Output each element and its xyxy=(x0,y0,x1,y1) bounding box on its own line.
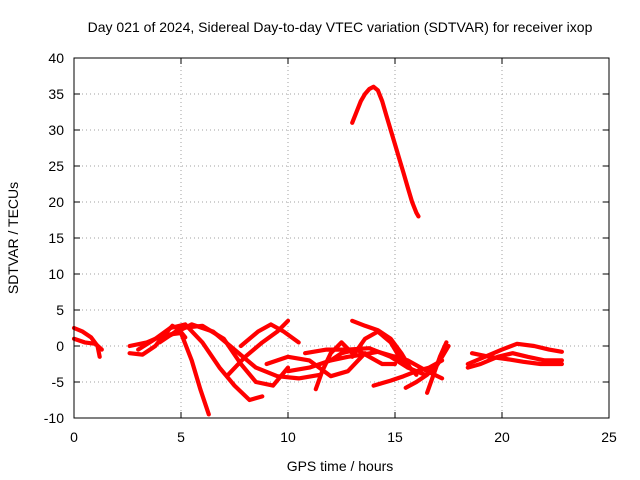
y-axis-label: SDTVAR / TECUs xyxy=(5,182,21,294)
series-line-trace-10 xyxy=(264,351,368,379)
x-tick-labels: 0 5 10 15 20 25 xyxy=(70,429,617,445)
y-tick-label: 25 xyxy=(48,158,64,174)
x-tick-label: 0 xyxy=(70,429,78,445)
series-line-trace-12 xyxy=(313,340,355,392)
data-series xyxy=(71,84,565,417)
tick-marks xyxy=(73,57,610,419)
y-tick-labels: -10 -5 0 5 10 15 20 25 30 35 40 xyxy=(44,50,64,426)
chart-title: Day 021 of 2024, Sidereal Day-to-day VTE… xyxy=(88,19,593,35)
x-tick-label: 20 xyxy=(494,429,510,445)
y-tick-label: -5 xyxy=(52,374,65,390)
x-tick-label: 10 xyxy=(280,429,296,445)
series-line-trace-1 xyxy=(71,325,102,359)
y-tick-label: 5 xyxy=(56,302,64,318)
y-tick-label: 10 xyxy=(48,266,64,282)
x-tick-label: 15 xyxy=(387,429,403,445)
series-line-trace-20 xyxy=(465,351,565,370)
series-line-trace-19 xyxy=(425,340,449,395)
series-line-trace-16 xyxy=(350,329,410,370)
series-line-trace-9 xyxy=(238,322,301,349)
series-line-trace-15 xyxy=(350,318,419,377)
series-line-trace-5 xyxy=(136,322,265,403)
series-line-trace-22 xyxy=(469,351,565,367)
y-tick-label: 35 xyxy=(48,86,64,102)
series-line-trace-23 xyxy=(350,84,421,219)
series-line-trace-11 xyxy=(285,349,445,381)
series-line-trace-2 xyxy=(71,336,104,352)
y-tick-label: 40 xyxy=(48,50,64,66)
y-tick-label: -10 xyxy=(44,410,64,426)
series-line-trace-13 xyxy=(328,347,398,367)
y-tick-label: 15 xyxy=(48,230,64,246)
x-axis-label: GPS time / hours xyxy=(287,458,394,474)
y-tick-label: 30 xyxy=(48,122,64,138)
x-tick-label: 25 xyxy=(601,429,617,445)
y-tick-label: 0 xyxy=(56,338,64,354)
x-tick-label: 5 xyxy=(177,429,185,445)
series-line-trace-17 xyxy=(371,358,445,388)
y-tick-label: 20 xyxy=(48,194,64,210)
